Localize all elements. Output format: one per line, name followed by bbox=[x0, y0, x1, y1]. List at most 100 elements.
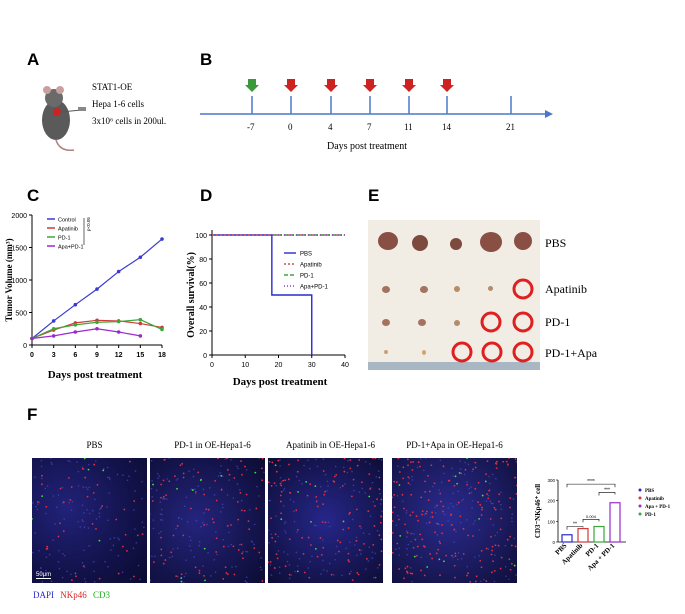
nkp46-dot bbox=[349, 459, 352, 461]
dapi-dot bbox=[68, 501, 71, 504]
dapi-dot bbox=[360, 549, 362, 552]
nkp46-dot bbox=[228, 473, 231, 476]
dapi-dot bbox=[69, 460, 71, 463]
dapi-dot bbox=[466, 519, 468, 521]
nkp46-dot bbox=[338, 550, 340, 553]
stain-legend-cd3: CD3 bbox=[93, 590, 111, 600]
dapi-dot bbox=[326, 480, 329, 483]
dapi-dot bbox=[295, 475, 298, 478]
dapi-dot bbox=[117, 555, 120, 557]
nkp46-dot bbox=[241, 473, 243, 476]
nkp46-dot bbox=[454, 552, 457, 555]
nkp46-dot bbox=[59, 487, 62, 490]
dapi-dot bbox=[189, 539, 192, 542]
nkp46-dot bbox=[431, 557, 433, 560]
nkp46-dot bbox=[275, 470, 278, 473]
dapi-dot bbox=[100, 506, 102, 509]
dapi-dot bbox=[245, 550, 247, 553]
dapi-dot bbox=[362, 532, 365, 534]
nkp46-dot bbox=[510, 544, 513, 547]
nkp46-dot bbox=[419, 533, 422, 536]
nkp46-dot bbox=[124, 533, 127, 536]
dapi-dot bbox=[50, 461, 53, 464]
nkp46-dot bbox=[417, 461, 420, 464]
dapi-dot bbox=[285, 531, 287, 534]
bar bbox=[593, 525, 605, 543]
nkp46-dot bbox=[431, 511, 434, 514]
dapi-dot bbox=[348, 541, 351, 544]
dapi-dot bbox=[202, 521, 204, 524]
dapi-dot bbox=[345, 547, 347, 550]
dapi-dot bbox=[270, 533, 273, 535]
dapi-dot bbox=[459, 468, 462, 470]
significance-label: **** bbox=[587, 479, 595, 485]
nkp46-dot bbox=[489, 518, 492, 520]
dapi-dot bbox=[508, 578, 510, 581]
dapi-dot bbox=[449, 502, 452, 505]
dapi-dot bbox=[270, 574, 273, 576]
nkp46-dot bbox=[491, 545, 494, 548]
nkp46-dot bbox=[495, 460, 498, 463]
dapi-dot bbox=[180, 518, 183, 520]
dapi-dot bbox=[107, 565, 109, 568]
dapi-dot bbox=[407, 543, 410, 546]
dapi-dot bbox=[197, 485, 200, 487]
dapi-dot bbox=[505, 575, 507, 577]
significance-bracket bbox=[566, 483, 616, 488]
nkp46-dot bbox=[75, 575, 77, 578]
dapi-dot bbox=[40, 465, 43, 468]
dapi-dot bbox=[245, 468, 248, 471]
micrograph-title-combo: PD-1+Apa in OE-Hepa1-6 bbox=[406, 440, 503, 450]
dapi-dot bbox=[512, 498, 515, 500]
dapi-dot bbox=[62, 553, 64, 555]
dapi-dot bbox=[110, 549, 112, 551]
dapi-dot bbox=[51, 463, 54, 466]
dapi-dot bbox=[82, 520, 84, 523]
data-point bbox=[116, 330, 121, 334]
dapi-dot bbox=[32, 551, 34, 554]
significance-label: p<0.05 bbox=[86, 217, 91, 231]
dapi-dot bbox=[185, 496, 188, 499]
nkp46-dot bbox=[121, 545, 124, 548]
x-tick-label: 0 bbox=[30, 352, 34, 359]
nkp46-dot bbox=[324, 490, 326, 493]
nkp46-dot bbox=[351, 579, 354, 582]
nkp46-dot bbox=[62, 530, 65, 533]
dapi-dot bbox=[322, 539, 324, 541]
data-point bbox=[160, 327, 164, 332]
nkp46-dot bbox=[41, 483, 43, 486]
nkp46-dot bbox=[485, 473, 487, 476]
data-point bbox=[73, 323, 78, 327]
dapi-dot bbox=[489, 500, 492, 503]
data-point bbox=[73, 302, 78, 307]
nkp46-dot bbox=[308, 576, 311, 579]
nkp46-dot bbox=[350, 495, 353, 498]
nkp46-dot bbox=[485, 580, 488, 583]
dapi-dot bbox=[468, 487, 470, 490]
nkp46-dot bbox=[509, 535, 512, 538]
dapi-dot bbox=[157, 477, 159, 479]
x-tick-label: 3 bbox=[52, 352, 56, 359]
nkp46-dot bbox=[445, 554, 448, 557]
dapi-dot bbox=[156, 472, 159, 475]
dapi-dot bbox=[98, 512, 101, 514]
y-tick-label: 200 bbox=[547, 499, 555, 504]
cd3-dot bbox=[180, 577, 183, 579]
nkp46-dot bbox=[441, 524, 444, 526]
dapi-dot bbox=[322, 569, 325, 571]
dapi-dot bbox=[77, 485, 80, 487]
data-point bbox=[51, 319, 56, 323]
nkp46-dot bbox=[417, 519, 420, 522]
dapi-dot bbox=[515, 574, 517, 576]
dapi-dot bbox=[406, 536, 408, 538]
dapi-dot bbox=[328, 525, 331, 528]
nkp46-dot bbox=[411, 572, 414, 575]
dapi-dot bbox=[150, 513, 151, 516]
nkp46-dot bbox=[322, 470, 325, 472]
nkp46-dot bbox=[469, 581, 472, 583]
nkp46-dot bbox=[203, 524, 206, 526]
dapi-dot bbox=[106, 466, 109, 469]
dapi-dot bbox=[108, 476, 111, 479]
nkp46-dot bbox=[373, 525, 376, 527]
dapi-dot bbox=[208, 487, 211, 489]
